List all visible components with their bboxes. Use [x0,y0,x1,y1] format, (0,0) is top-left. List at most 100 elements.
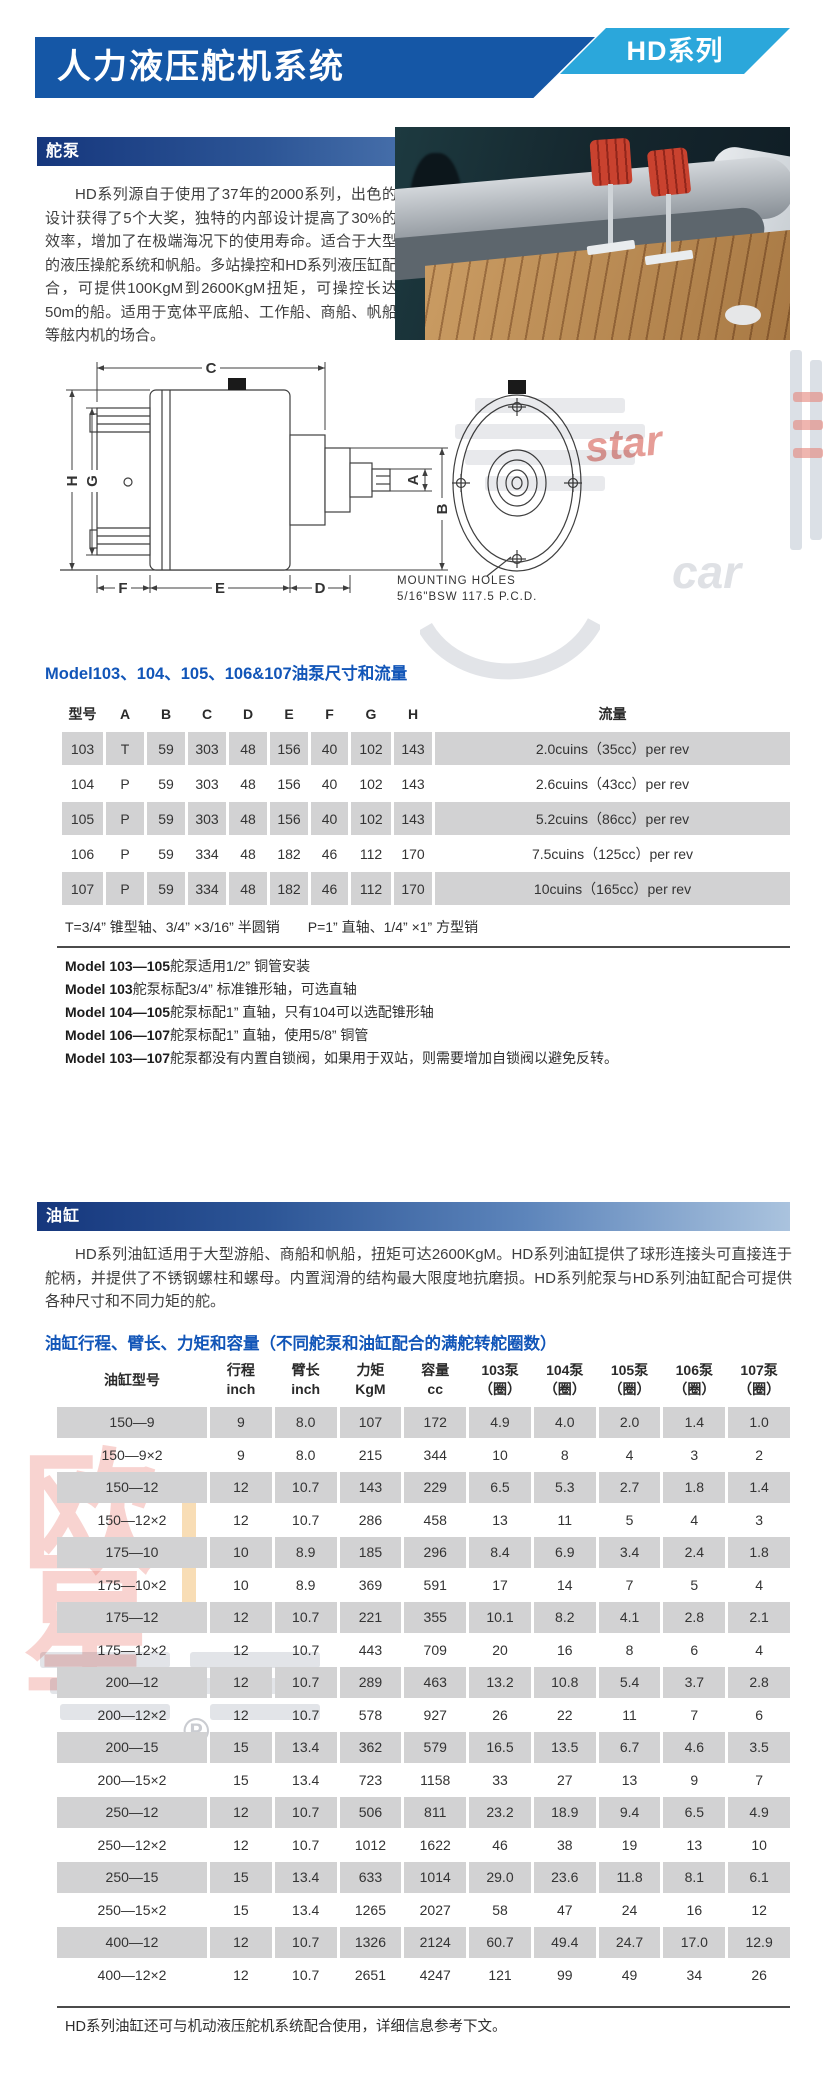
pump-dimension-drawing: C H G A B F E D MOUNTING [60,359,582,603]
table-cell: 250—15 [57,1862,207,1893]
table-row: 200—12×2 12 10.7 578 927 26 22 11 7 6 [57,1700,790,1731]
table-cell: 10.1 [469,1602,531,1633]
table-cell: 289 [339,1667,402,1698]
table-cell: 10.8 [533,1667,596,1698]
table-cell: 303 [195,775,219,792]
table-cell: 1.8 [728,1537,790,1568]
table-cell: 12 [233,1641,249,1658]
table-row: 250—15 15 13.4 633 1014 29.0 23.6 11.8 8.1 6.1 [57,1862,790,1893]
table-cell: 143 [394,802,432,835]
table-cell: 175—12×2 [97,1641,167,1658]
table-cell: 6.7 [598,1732,661,1763]
table-cell: P [106,802,144,835]
table-cell: 48 [229,802,267,835]
table-cell: 400—12×2 [97,1966,167,1983]
table-cell: 458 [423,1511,447,1528]
table-cell: 143 [401,775,425,792]
table-cell: 19 [621,1836,638,1853]
table-cell: 1326 [339,1927,402,1958]
table-cell: 46 [321,845,338,862]
table-cell: 175—10 [57,1537,207,1568]
table-cell: 9.4 [598,1797,661,1828]
table-cell: 2.0cuins（35cc）per rev [435,732,790,765]
table-cell: 1.8 [663,1472,726,1503]
table-cell: 27 [556,1771,573,1788]
table-cell: 3.5 [728,1732,790,1763]
table-cell: 143 [394,732,432,765]
table-cell: 6 [690,1641,699,1658]
section-label-pump: 舵泵 [46,143,81,160]
table-cell: 5.3 [533,1472,596,1503]
table-cell: 4.1 [598,1602,661,1633]
table-cell: 10.7 [274,1667,337,1698]
table-cell: 103 [62,732,103,765]
table-cell: 38 [556,1836,573,1853]
column-header: E [284,705,294,722]
table-cell: 40 [311,802,348,835]
table-cell: 172 [404,1407,467,1438]
table-cell: 3.4 [598,1537,661,1568]
table-cell: 6.9 [533,1537,596,1568]
table-cell: 2124 [404,1927,467,1958]
table-cell: 20 [492,1641,508,1658]
table-cell: 46 [492,1836,508,1853]
table-cell: 10.7 [274,1472,337,1503]
table-cell: 2651 [354,1966,387,1983]
column-header: 型号 [68,705,97,722]
table-cell: 6 [755,1706,763,1723]
table-cell: 303 [188,802,226,835]
note-text: 舵泵标配3/4” 标准锥形轴，可选直轴 [132,981,357,997]
table-cell: 49 [621,1966,638,1983]
table-cell: 633 [339,1862,402,1893]
dim-a-label: A [405,474,422,485]
table-cell: 4 [625,1446,634,1463]
table-cell: 48 [229,732,267,765]
table-cell: 12.9 [728,1927,790,1958]
table-row: 400—12×2 12 10.7 2651 4247 121 99 49 34 26 [57,1960,790,1991]
table-cell: 49.4 [533,1927,596,1958]
divider-rule-bottom [57,2006,790,2008]
table-cell: 23.6 [533,1862,596,1893]
table-cell: 48 [229,872,267,905]
column-header: 104泵 （圈） [543,1362,586,1397]
table-cell: 1014 [404,1862,467,1893]
table-cell: 9 [690,1771,699,1788]
table-cell: 1158 [420,1771,451,1788]
cylinder-footnote: HD系列油缸还可与机动液压舵机系统配合使用，详细信息参考下文。 [65,2019,507,2035]
table-cell: 250—12×2 [97,1836,167,1853]
table-cell: 105 [62,802,103,835]
column-header: 107泵 （圈） [738,1362,781,1397]
table-cell: 185 [339,1537,402,1568]
table-cell: 175—12 [57,1602,207,1633]
table-row: 250—12×2 12 10.7 1012 1622 46 38 19 13 10 [57,1830,790,1861]
table-cell: 723 [358,1771,383,1788]
table-cell: 369 [358,1576,383,1593]
column-header: 105泵 （圈） [608,1362,651,1397]
shaft-type-note: T=3/4” 锥型轴、3/4” ×3/16” 半圆销 P=1” 直轴、1/4” … [65,919,479,935]
table-cell: 12 [210,1472,272,1503]
table-cell: 303 [188,732,226,765]
table-cell: 229 [404,1472,467,1503]
note-text: 舵泵标配1” 直轴，只有104可以选配锥形轴 [170,1004,434,1020]
table-cell: 200—12×2 [97,1706,167,1723]
column-header: G [365,705,377,722]
table-cell: 8.0 [274,1407,337,1438]
table-cell: 23.2 [469,1797,531,1828]
table-cell: 175—10×2 [97,1576,167,1593]
table-cell: 1012 [354,1836,387,1853]
table-cell: 11 [622,1706,637,1723]
table-cell: 34 [686,1966,703,1983]
section-label-cylinder: 油缸 [46,1208,81,1225]
pump-table-title: Model103、104、105、106&107油泵尺寸和流量 [45,665,408,683]
table-cell: 10.7 [292,1511,320,1528]
table-cell: T [106,732,144,765]
table-cell: 10.7 [292,1966,320,1983]
table-cell: 15 [210,1862,272,1893]
photo-pump-stand-1 [608,184,613,244]
column-header: B [160,705,172,722]
table-cell: 12 [751,1901,767,1918]
table-cell: 463 [404,1667,467,1698]
table-cell: 13 [686,1836,703,1853]
table-cell: 150—9×2 [101,1446,163,1463]
